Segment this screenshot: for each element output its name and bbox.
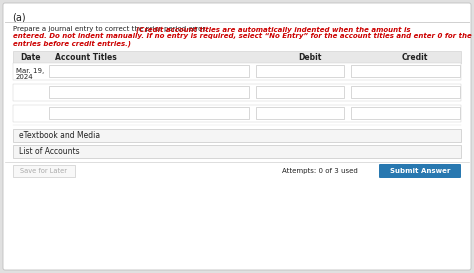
FancyBboxPatch shape (256, 107, 344, 119)
Text: Save for Later: Save for Later (20, 168, 67, 174)
Text: List of Accounts: List of Accounts (19, 147, 80, 156)
Text: eTextbook and Media: eTextbook and Media (19, 131, 100, 140)
FancyBboxPatch shape (13, 145, 461, 158)
Text: (a): (a) (12, 13, 26, 23)
FancyBboxPatch shape (256, 65, 344, 77)
FancyBboxPatch shape (256, 86, 344, 98)
FancyBboxPatch shape (49, 65, 249, 77)
Text: entered. Do not indent manually. If no entry is required, select “No Entry” for : entered. Do not indent manually. If no e… (13, 33, 474, 39)
Bar (13, 84, 461, 101)
Text: 2024: 2024 (16, 74, 34, 80)
Text: entries before credit entries.): entries before credit entries.) (13, 40, 131, 47)
FancyBboxPatch shape (3, 3, 471, 270)
Bar (13, 63, 461, 80)
FancyBboxPatch shape (351, 86, 460, 98)
Text: Submit Answer: Submit Answer (390, 168, 450, 174)
Text: (Credit account titles are automatically indented when the amount is: (Credit account titles are automatically… (136, 26, 410, 32)
Text: Mar. 19,: Mar. 19, (16, 68, 44, 74)
FancyBboxPatch shape (351, 107, 460, 119)
FancyBboxPatch shape (13, 165, 75, 177)
Text: Attempts: 0 of 3 used: Attempts: 0 of 3 used (282, 168, 358, 174)
FancyBboxPatch shape (351, 65, 460, 77)
FancyBboxPatch shape (13, 129, 461, 142)
Text: Account Titles: Account Titles (55, 52, 117, 61)
Text: Date: Date (20, 52, 40, 61)
Text: Credit: Credit (402, 52, 428, 61)
FancyBboxPatch shape (379, 164, 461, 178)
Text: Debit: Debit (298, 52, 322, 61)
FancyBboxPatch shape (49, 107, 249, 119)
Text: Prepare a journal entry to correct the prior period error.: Prepare a journal entry to correct the p… (13, 26, 209, 32)
Bar (13, 105, 461, 122)
FancyBboxPatch shape (49, 86, 249, 98)
Bar (13, 51, 461, 63)
